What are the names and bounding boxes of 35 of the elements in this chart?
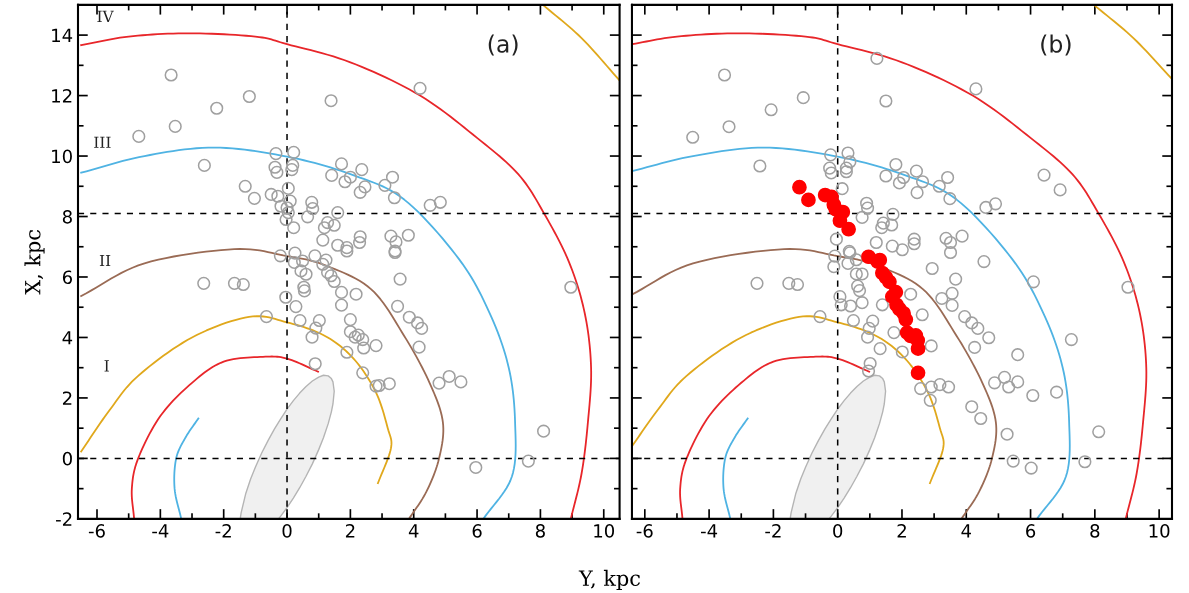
y-axis-title: X, kpc: [24, 229, 45, 295]
x-tick-label: 6: [472, 524, 482, 538]
x-tick-label: -4: [700, 524, 718, 538]
x-tick-label: 8: [1090, 524, 1100, 538]
x-tick-label: -2: [765, 524, 781, 538]
annotation: II: [99, 254, 111, 267]
x-tick-label: 10: [1149, 524, 1170, 538]
x-tick-label: 4: [408, 524, 419, 538]
x-tick-label: 8: [535, 524, 545, 538]
y-tick-label: 8: [62, 209, 72, 224]
y-tick-label: 2: [62, 391, 72, 405]
y-tick-label: 6: [62, 270, 72, 285]
x-tick-label: 6: [1026, 524, 1036, 538]
x-tick-label: -2: [215, 524, 231, 538]
x-tick-label: 4: [961, 524, 971, 538]
y-tick-label: 0: [62, 451, 72, 466]
x-axis-title: Y, kpc: [578, 569, 640, 591]
y-tick-label: 12: [52, 89, 72, 103]
annotation: III: [94, 136, 111, 148]
y-tick-label: -2: [56, 512, 72, 526]
annotation: (a): [488, 34, 518, 56]
annotation: I: [104, 360, 109, 372]
x-tick-label: -4: [152, 524, 169, 538]
y-tick-label: 10: [52, 149, 72, 164]
annotation: (b): [1041, 34, 1071, 56]
x-tick-label: 0: [833, 524, 843, 538]
x-tick-label: 0: [282, 524, 292, 538]
x-tick-label: 10: [594, 524, 615, 538]
x-tick-label: 2: [345, 524, 355, 538]
x-tick-label: 2: [897, 524, 906, 538]
x-tick-label: -6: [636, 524, 653, 538]
y-tick-label: 4: [62, 331, 73, 345]
annotation: IV: [97, 10, 114, 22]
y-tick-label: 14: [52, 28, 73, 42]
x-tick-label: -6: [88, 524, 105, 538]
